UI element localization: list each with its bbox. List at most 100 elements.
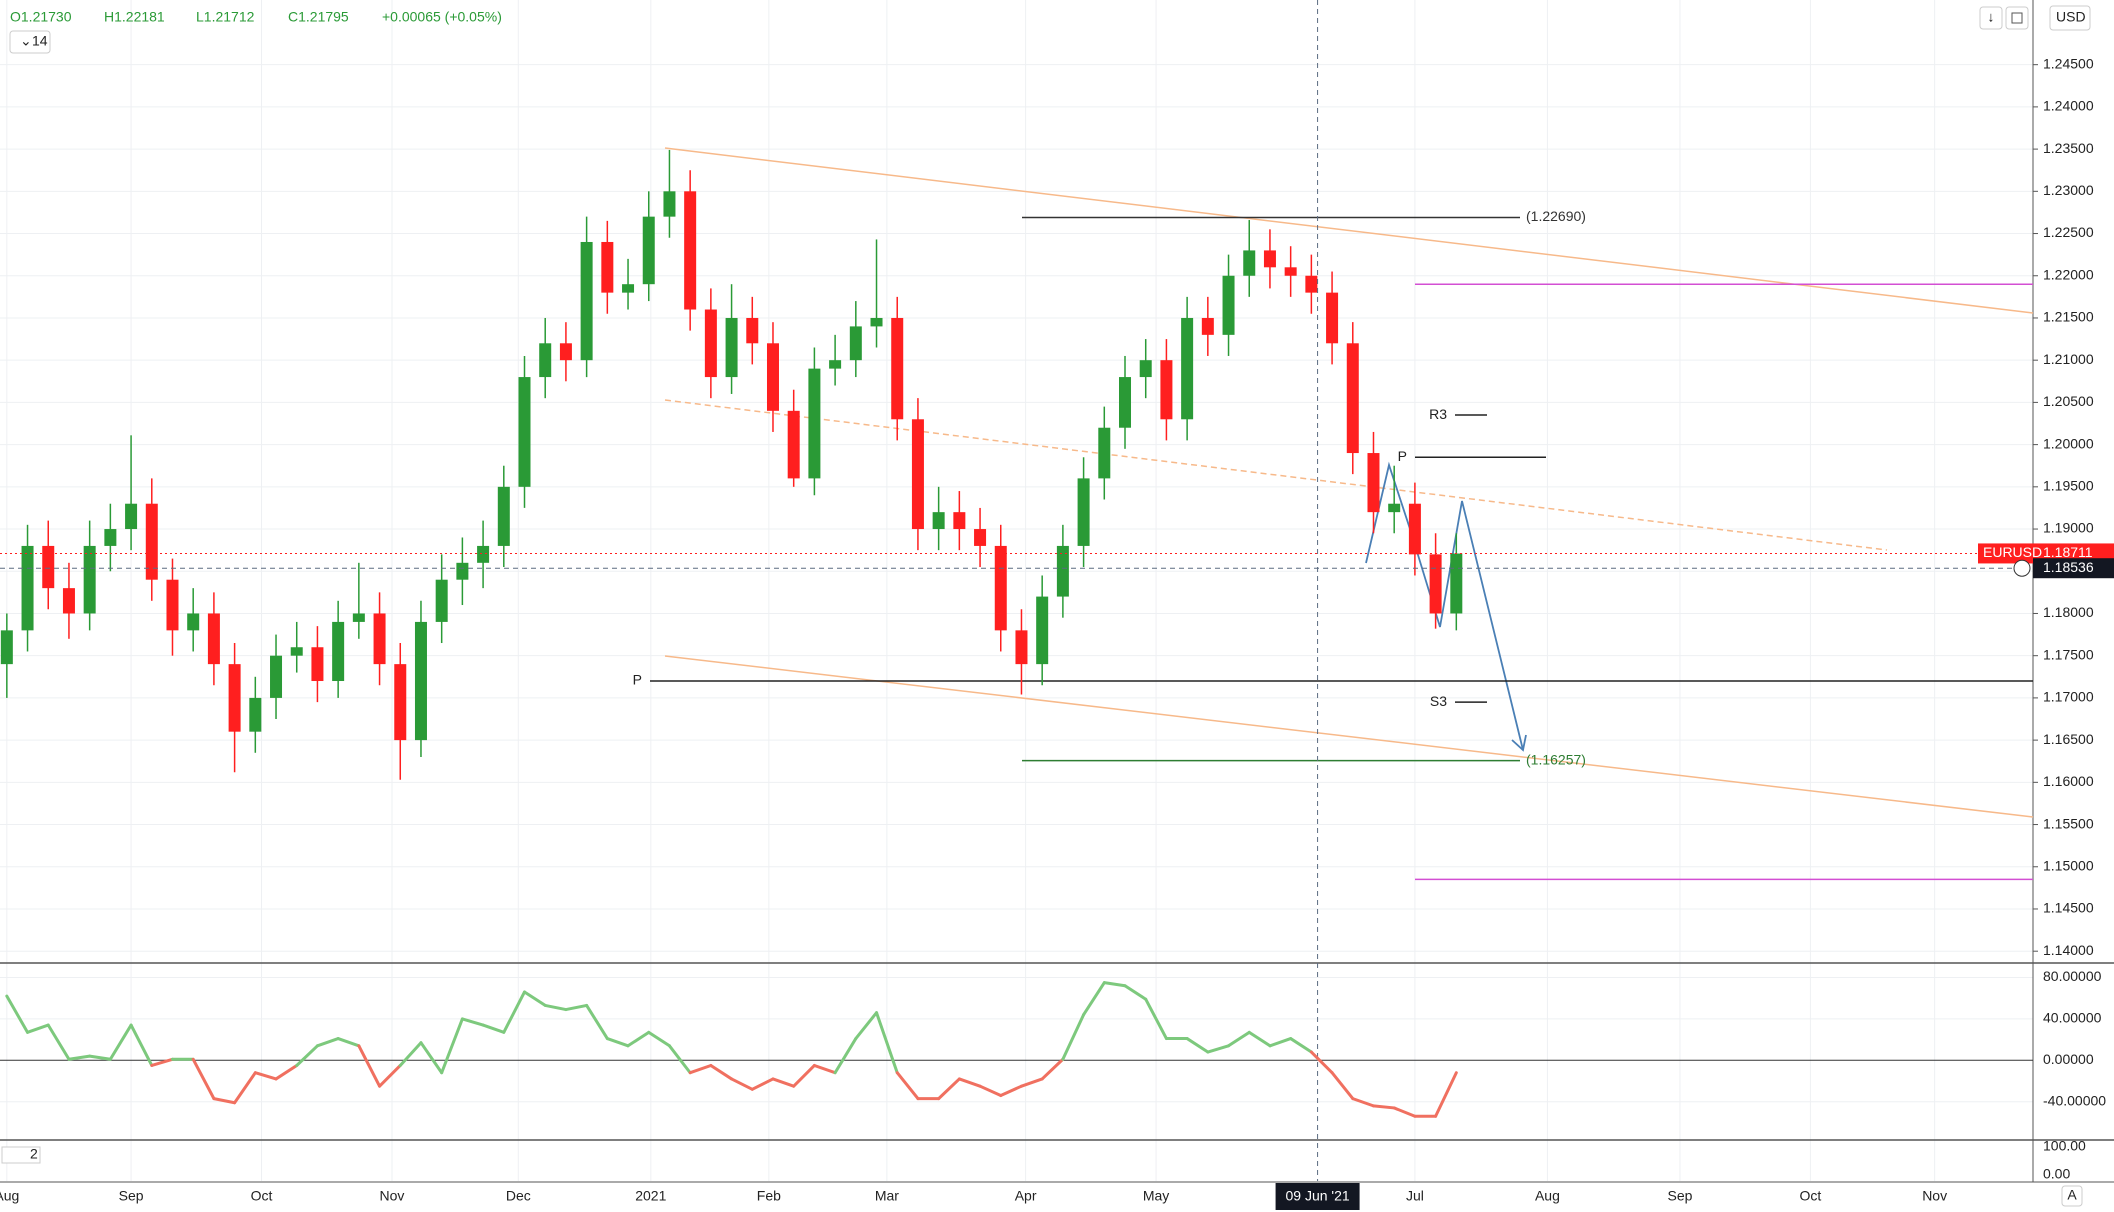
candle-body: [663, 191, 676, 217]
candle-body: [766, 343, 779, 411]
scroll-icon: ↓: [1988, 9, 1995, 25]
osc-tick-label: 0.00000: [2043, 1051, 2094, 1067]
symbol-label: EURUSD: [1983, 544, 2042, 560]
candle-body: [1077, 478, 1090, 546]
x-tick-label: Oct: [251, 1188, 273, 1204]
y-tick-label: 1.20000: [2043, 435, 2094, 451]
candle-body: [1201, 317, 1214, 335]
y-tick-label: 1.15000: [2043, 857, 2094, 873]
oscillator-segment: [1289, 1037, 1313, 1054]
reset-button[interactable]: [2005, 6, 2029, 30]
crosshair-price-tag: [2033, 558, 2114, 579]
osc-tick-label: 40.00000: [2043, 1010, 2102, 1026]
oscillator-segment: [1185, 1037, 1210, 1054]
candle-body: [311, 647, 324, 682]
candle-body: [1408, 503, 1421, 555]
oscillator-segment: [564, 1003, 589, 1012]
y-tick-label: 1.17500: [2043, 646, 2094, 662]
x-tick-label: Dec: [506, 1188, 531, 1204]
auto-scale-button[interactable]: [2061, 1185, 2083, 1207]
x-tick-label: Nov: [1922, 1188, 1947, 1204]
oscillator-segment: [129, 1023, 154, 1067]
oscillator-segment: [26, 1023, 50, 1034]
level-label: R3: [1429, 406, 1447, 422]
y-tick-label: 1.15500: [2043, 815, 2094, 831]
oscillator-segment: [730, 1077, 754, 1091]
level-label: (1.22690): [1526, 208, 1586, 224]
candle-body: [953, 512, 966, 530]
oscillator-segment: [1082, 981, 1106, 1017]
candle-body: [787, 410, 800, 479]
candle-body: [83, 545, 96, 614]
candle-body: [394, 664, 407, 741]
oscillator-segment: [709, 1063, 734, 1081]
candle-body: [539, 343, 552, 378]
oscillator-segment: [978, 1084, 1003, 1098]
candle-body: [477, 545, 490, 563]
x-tick-label: Mar: [875, 1188, 899, 1204]
oscillator-segment: [88, 1054, 112, 1061]
candle-body: [994, 545, 1007, 631]
oscillator-segment: [502, 990, 527, 1034]
oscillator-segment: [585, 1003, 609, 1041]
high-value: H1.22181: [104, 9, 165, 25]
oscillator-segment: [937, 1077, 961, 1101]
y-tick-label: 1.17000: [2043, 689, 2094, 705]
candle-body: [1305, 275, 1318, 293]
candle-body: [642, 216, 655, 285]
oscillator-segment: [191, 1057, 216, 1101]
candle-body: [684, 191, 697, 310]
oscillator-segment: [647, 1030, 671, 1048]
oscillator-segment: [1123, 984, 1148, 1001]
oscillator-segment: [336, 1037, 361, 1048]
candle-body: [435, 579, 448, 622]
y-tick-label: 1.14000: [2043, 942, 2094, 958]
candle-body: [145, 503, 158, 580]
candle-body: [1450, 553, 1463, 614]
osc-tick-label: 80.00000: [2043, 968, 2102, 984]
candle-body: [746, 317, 759, 344]
candle-body: [21, 545, 34, 631]
oscillator-segment: [440, 1017, 464, 1075]
y-tick-label: 1.21500: [2043, 309, 2094, 325]
oscillator-segment: [67, 1054, 92, 1061]
oscillator-segment: [1061, 1013, 1086, 1061]
y-tick-label: 1.16000: [2043, 773, 2094, 789]
candle-body: [1222, 275, 1235, 335]
candle-body: [1326, 292, 1339, 344]
trend-line: [664, 399, 1888, 551]
candle-body: [1098, 427, 1111, 479]
x-tick-label: Apr: [1015, 1188, 1037, 1204]
candle-body: [1263, 250, 1276, 268]
oscillator-segment: [1309, 1050, 1334, 1075]
x-tick-label: Jul: [1406, 1188, 1424, 1204]
y-tick-label: 1.24500: [2043, 55, 2094, 71]
pane-legend-box: [1, 1146, 41, 1164]
oscillator-segment: [357, 1044, 382, 1088]
currency-dropdown[interactable]: [2049, 5, 2091, 31]
candle-body: [1388, 503, 1401, 513]
indicator-toggle[interactable]: [9, 30, 51, 54]
ohlc-header: O1.21730 H1.22181 L1.21712 C1.21795 +0.0…: [10, 9, 502, 25]
candle-body: [829, 360, 842, 369]
scroll-button[interactable]: [1979, 6, 2003, 30]
auto-scale-label: A: [2067, 1187, 2077, 1203]
add-alert-button[interactable]: [2013, 559, 2031, 577]
candle-body: [808, 368, 821, 479]
candle-body: [290, 647, 303, 656]
oscillator-segment: [108, 1023, 133, 1061]
candle-body: [518, 377, 531, 487]
oscillator-segment: [1371, 1104, 1396, 1110]
oscillator-segment: [274, 1063, 299, 1081]
oscillator-segment: [854, 1011, 879, 1041]
indicator-toggle-icon: ⌄: [20, 33, 32, 49]
candle-body: [725, 317, 738, 378]
candle-body: [166, 579, 179, 631]
candle-body: [1139, 360, 1152, 378]
oscillator-segment: [875, 1011, 899, 1075]
level-label: P: [1398, 448, 1407, 464]
candle-body: [373, 613, 386, 665]
grid: [0, 0, 2033, 1181]
